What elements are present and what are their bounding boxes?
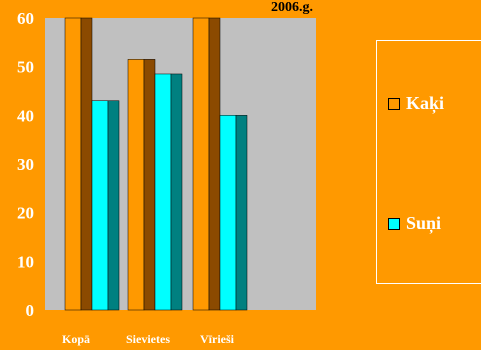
- y-tick-label: 20: [17, 204, 34, 223]
- y-tick-label: 40: [17, 106, 34, 125]
- legend-swatch-suni: [388, 217, 400, 230]
- bars: [64, 17, 248, 311]
- bar-side-0-0: [80, 17, 93, 311]
- legend: Kaķi Suņi: [376, 40, 481, 284]
- legend-label-suni: Suņi: [406, 213, 442, 233]
- bar-side-1-2: [235, 115, 248, 311]
- y-tick-label: 10: [17, 252, 34, 271]
- bar-1-2: [219, 115, 237, 311]
- bar-1-0: [91, 100, 109, 311]
- bar-0-2: [192, 17, 210, 311]
- bar-side-0-1: [143, 59, 156, 311]
- x-tick-label: Kopā: [62, 332, 90, 346]
- bar-0-0: [64, 17, 82, 311]
- y-tick-label: 0: [26, 301, 35, 320]
- y-tick-label: 50: [17, 58, 34, 77]
- chart-title: 2006.g.: [271, 0, 313, 15]
- bar-side-1-0: [107, 100, 120, 311]
- legend-item-kaki: Kaķi: [388, 93, 444, 114]
- y-tick-label: 30: [17, 155, 34, 174]
- legend-item-suni: Suņi: [388, 213, 441, 234]
- legend-swatch-kaki: [388, 97, 400, 110]
- x-axis: Kopā Sievietes Vīrieši: [62, 332, 235, 346]
- x-tick-label: Vīrieši: [200, 332, 235, 346]
- bar-side-0-2: [208, 17, 221, 311]
- legend-label-kaki: Kaķi: [406, 93, 445, 113]
- y-axis: 0 10 20 30 40 50 60: [17, 9, 34, 320]
- x-tick-label: Sievietes: [126, 332, 170, 346]
- bar-0-1: [127, 59, 145, 311]
- y-tick-label: 60: [17, 9, 34, 28]
- bar-1-1: [154, 73, 172, 311]
- bar-side-1-1: [170, 73, 183, 311]
